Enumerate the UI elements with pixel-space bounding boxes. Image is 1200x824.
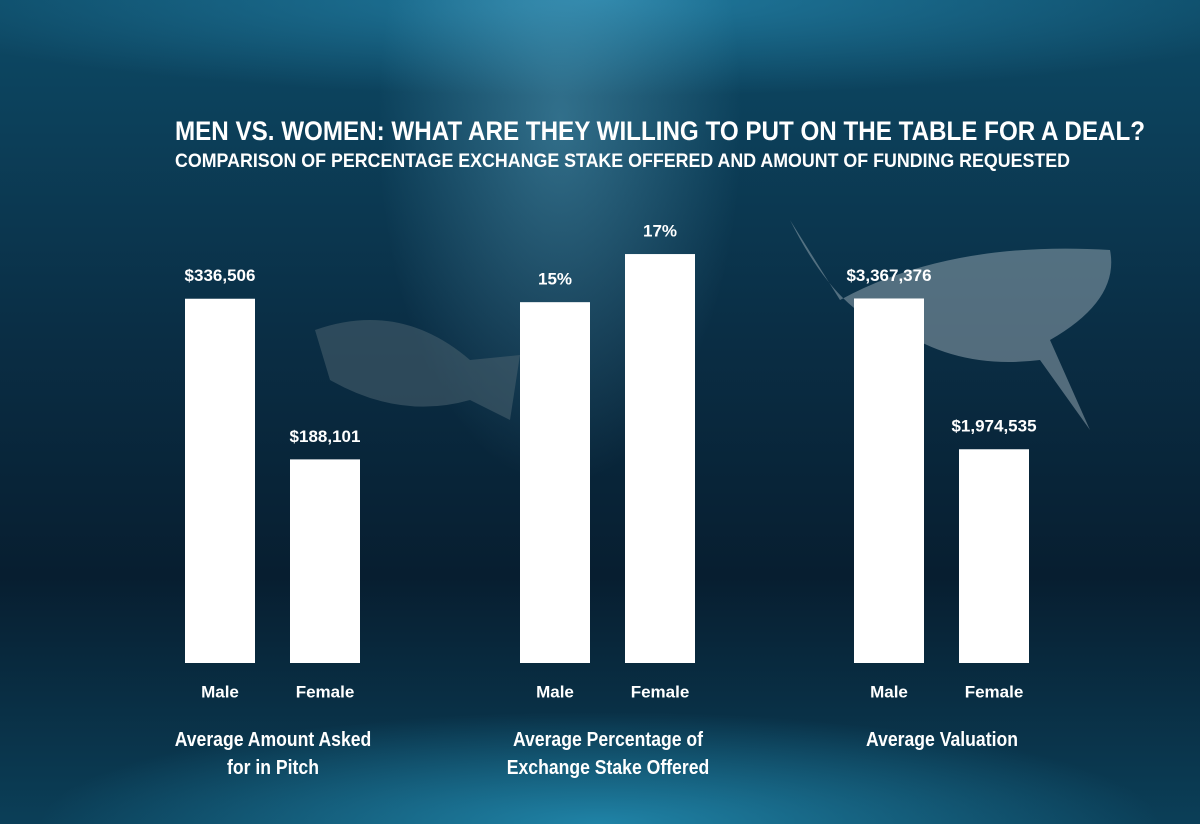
bar <box>185 298 255 663</box>
x-tick-label: Male <box>201 682 239 701</box>
bar <box>854 298 924 663</box>
value-label: 17% <box>643 222 677 241</box>
bar <box>625 254 695 664</box>
chart-title: Average Valuation <box>865 729 1018 751</box>
bar <box>290 459 360 663</box>
shark-decoration <box>315 220 1112 430</box>
value-label: $3,367,376 <box>846 266 931 285</box>
chart-title: Average Amount Asked for in Pitch <box>174 729 371 779</box>
bar <box>959 449 1029 663</box>
value-label: $336,506 <box>185 266 256 285</box>
value-label: $188,101 <box>290 427 361 446</box>
subtitle: COMPARISON OF PERCENTAGE EXCHANGE STAKE … <box>175 151 1070 172</box>
bar <box>520 302 590 663</box>
title: MEN VS. WOMEN: WHAT ARE THEY WILLING TO … <box>175 116 1145 146</box>
x-tick-label: Male <box>536 682 574 701</box>
x-tick-label: Female <box>296 682 355 701</box>
value-label: $1,974,535 <box>951 417 1036 436</box>
x-tick-label: Female <box>631 682 690 701</box>
x-tick-label: Female <box>965 682 1024 701</box>
value-label: 15% <box>538 270 572 289</box>
chart-title: Average Percentage of Exchange Stake Off… <box>506 729 709 779</box>
x-tick-label: Male <box>870 682 908 701</box>
